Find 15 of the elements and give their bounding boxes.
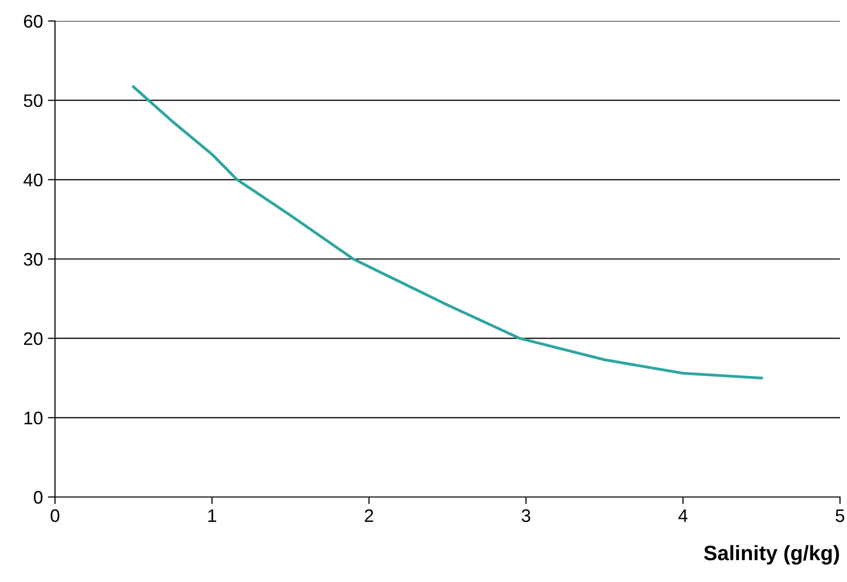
y-tick-label: 10 <box>24 412 42 424</box>
y-tick-label: 0 <box>34 490 42 504</box>
x-tick-label: 3 <box>522 509 530 522</box>
x-tick-label: 5 <box>836 509 844 522</box>
x-tick-label: 1 <box>208 509 216 522</box>
line-series <box>132 85 763 380</box>
x-tick-label: 4 <box>678 509 688 522</box>
y-tick-label: 50 <box>24 94 42 108</box>
x-tick-label: 2 <box>364 509 374 522</box>
y-tick-label: 60 <box>24 14 42 28</box>
x-tick-label: 0 <box>50 509 60 522</box>
y-tick-label: 30 <box>24 252 42 266</box>
y-tick-label: 20 <box>24 332 42 346</box>
y-tick-label: 40 <box>24 174 42 186</box>
x-axis-title: Salinity (g/kg) <box>704 545 839 565</box>
